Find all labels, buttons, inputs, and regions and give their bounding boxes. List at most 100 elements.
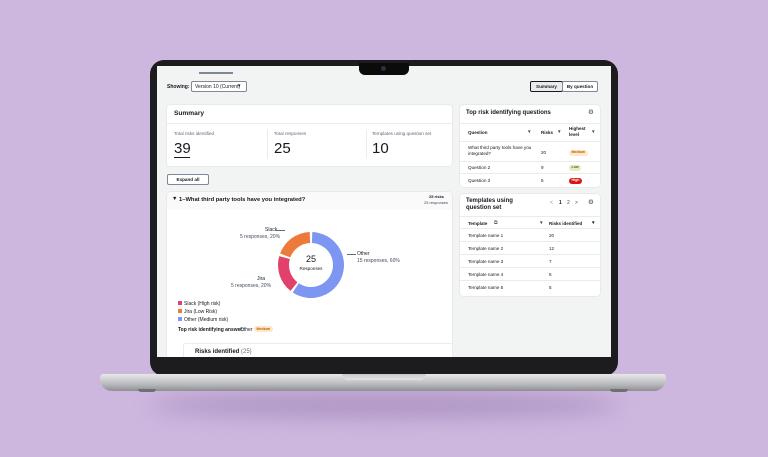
- divider: [167, 123, 452, 124]
- templates-title: Templates using question set: [466, 198, 513, 211]
- expand-all-button[interactable]: Expand all: [167, 174, 209, 185]
- question-header[interactable]: [167, 192, 452, 210]
- caret-down-icon[interactable]: ▼: [172, 196, 178, 202]
- gear-icon[interactable]: ⚙: [588, 199, 594, 206]
- donut-slice-jira[interactable]: [280, 232, 311, 258]
- donut-slice-slack[interactable]: [278, 256, 298, 291]
- divider: [460, 254, 600, 255]
- divider: [460, 173, 600, 174]
- metric-value: 25: [274, 140, 291, 157]
- risk-count-cell: 5: [549, 272, 552, 277]
- slice-detail-jira: 5 responses, 20%: [231, 283, 272, 289]
- divider: [460, 228, 600, 229]
- risk-count-cell: 20: [541, 150, 547, 155]
- top-answer-label: Top risk identifying answer:: [178, 327, 245, 333]
- high-badge: High: [569, 177, 582, 184]
- tab-indicator: [199, 72, 233, 74]
- legend-swatch: [178, 309, 182, 313]
- risk-count-cell: 5: [549, 285, 552, 290]
- laptop-foot: [610, 389, 628, 392]
- camera-icon: [381, 66, 386, 71]
- donut-center-label: Responses: [299, 266, 323, 271]
- top-answer-value: Other: [240, 327, 253, 333]
- sort-icon[interactable]: ▼: [557, 129, 562, 134]
- column-header-highest-level[interactable]: Highest level: [569, 126, 586, 137]
- summary-title: Summary: [174, 110, 205, 117]
- divider: [460, 216, 600, 217]
- sort-icon[interactable]: ▼: [591, 129, 596, 134]
- response-count: 25 responses: [424, 200, 449, 205]
- page-number[interactable]: 2: [567, 200, 570, 206]
- question-link[interactable]: Question 2: [468, 165, 491, 170]
- legend-swatch: [178, 317, 182, 321]
- gear-icon[interactable]: ⚙: [588, 109, 594, 116]
- metric-label: Total risks identified: [174, 131, 215, 136]
- template-link[interactable]: Template name 3: [468, 259, 504, 264]
- slice-detail-other: 15 responses, 60%: [357, 258, 400, 264]
- template-link[interactable]: Template name 4: [468, 272, 504, 277]
- laptop-trackpad-notch: [342, 374, 426, 380]
- top-questions-card: Top risk identifying questions ⚙ Questio…: [460, 105, 600, 187]
- metric-label: Templates using question set: [372, 131, 432, 136]
- version-select-value: Version 10 (Current): [195, 84, 241, 90]
- question-link[interactable]: Question 3: [468, 178, 491, 183]
- donut-center-value: 25: [305, 254, 316, 264]
- risk-count-cell: 9: [541, 165, 544, 170]
- summary-card: Summary Total risks identified 39 Total …: [167, 105, 452, 166]
- laptop-base: [100, 374, 666, 391]
- by-question-toggle-button[interactable]: By question: [562, 81, 598, 92]
- slice-detail-slack: 5 responses, 20%: [240, 234, 281, 240]
- templates-card: Templates using question set < 1 2 > ⚙ T…: [460, 194, 600, 296]
- previous-page-icon[interactable]: <: [550, 200, 553, 206]
- laptop-foot: [138, 389, 156, 392]
- app-screen: Showing: Version 10 (Current) ▾ Summary …: [157, 66, 611, 357]
- question-link[interactable]: What third party tools have you integrat…: [468, 145, 532, 156]
- column-header-question[interactable]: Question: [468, 130, 488, 135]
- legend-item: Jira (Low Risk): [184, 308, 218, 315]
- slice-label-other: Other: [357, 251, 370, 257]
- legend-swatch: [178, 301, 182, 305]
- legend-item: Other (Medium risk): [184, 316, 229, 323]
- value-underline: [174, 157, 190, 158]
- next-page-icon[interactable]: >: [575, 200, 578, 206]
- divider: [460, 161, 600, 162]
- responses-donut-chart: [278, 232, 344, 298]
- caret-down-icon: ▾: [238, 83, 241, 89]
- divider: [460, 141, 600, 142]
- template-link[interactable]: Template name 1: [468, 233, 504, 238]
- risk-count: 25 risks: [429, 194, 444, 199]
- sort-icon[interactable]: ▼: [539, 220, 544, 225]
- divider: [460, 280, 600, 281]
- sort-icon[interactable]: ▼: [527, 129, 532, 134]
- divider: [460, 241, 600, 242]
- medium-badge: Medium: [569, 149, 588, 156]
- version-select[interactable]: Version 10 (Current) ▾: [191, 81, 247, 92]
- risk-count-cell: 5: [541, 178, 544, 183]
- leader-line: [347, 254, 356, 255]
- external-link-icon[interactable]: ⧉: [494, 220, 498, 226]
- template-link[interactable]: Template name 5: [468, 285, 504, 290]
- leader-line: [275, 230, 285, 231]
- template-link[interactable]: Template name 2: [468, 246, 504, 251]
- camera-notch: [359, 63, 409, 75]
- donut-slice-other[interactable]: [292, 232, 344, 298]
- divider: [366, 129, 367, 159]
- low-badge: Low: [569, 164, 582, 171]
- slice-label-slack: Slack: [265, 227, 278, 233]
- risks-identified-panel: Risks identified (25): [183, 343, 453, 357]
- question-card: ▼ 1–What third party tools have you inte…: [167, 192, 453, 357]
- laptop-shadow: [150, 392, 620, 418]
- risk-count-cell: 12: [549, 246, 555, 251]
- summary-toggle-button[interactable]: Summary: [530, 81, 563, 92]
- slice-label-jira: Jira: [257, 276, 266, 282]
- page-number-current[interactable]: 1: [559, 200, 562, 206]
- column-header-risks[interactable]: Risks: [541, 130, 554, 135]
- sort-icon[interactable]: ▼: [591, 220, 596, 225]
- risk-count-cell: 20: [549, 233, 555, 238]
- showing-label: Showing:: [167, 84, 190, 90]
- medium-badge: Medium: [254, 326, 273, 332]
- divider: [460, 267, 600, 268]
- column-header-template[interactable]: Template: [468, 221, 488, 226]
- legend-item: Slack (High risk): [184, 300, 221, 307]
- column-header-risks-identified[interactable]: Risks identified: [549, 221, 583, 226]
